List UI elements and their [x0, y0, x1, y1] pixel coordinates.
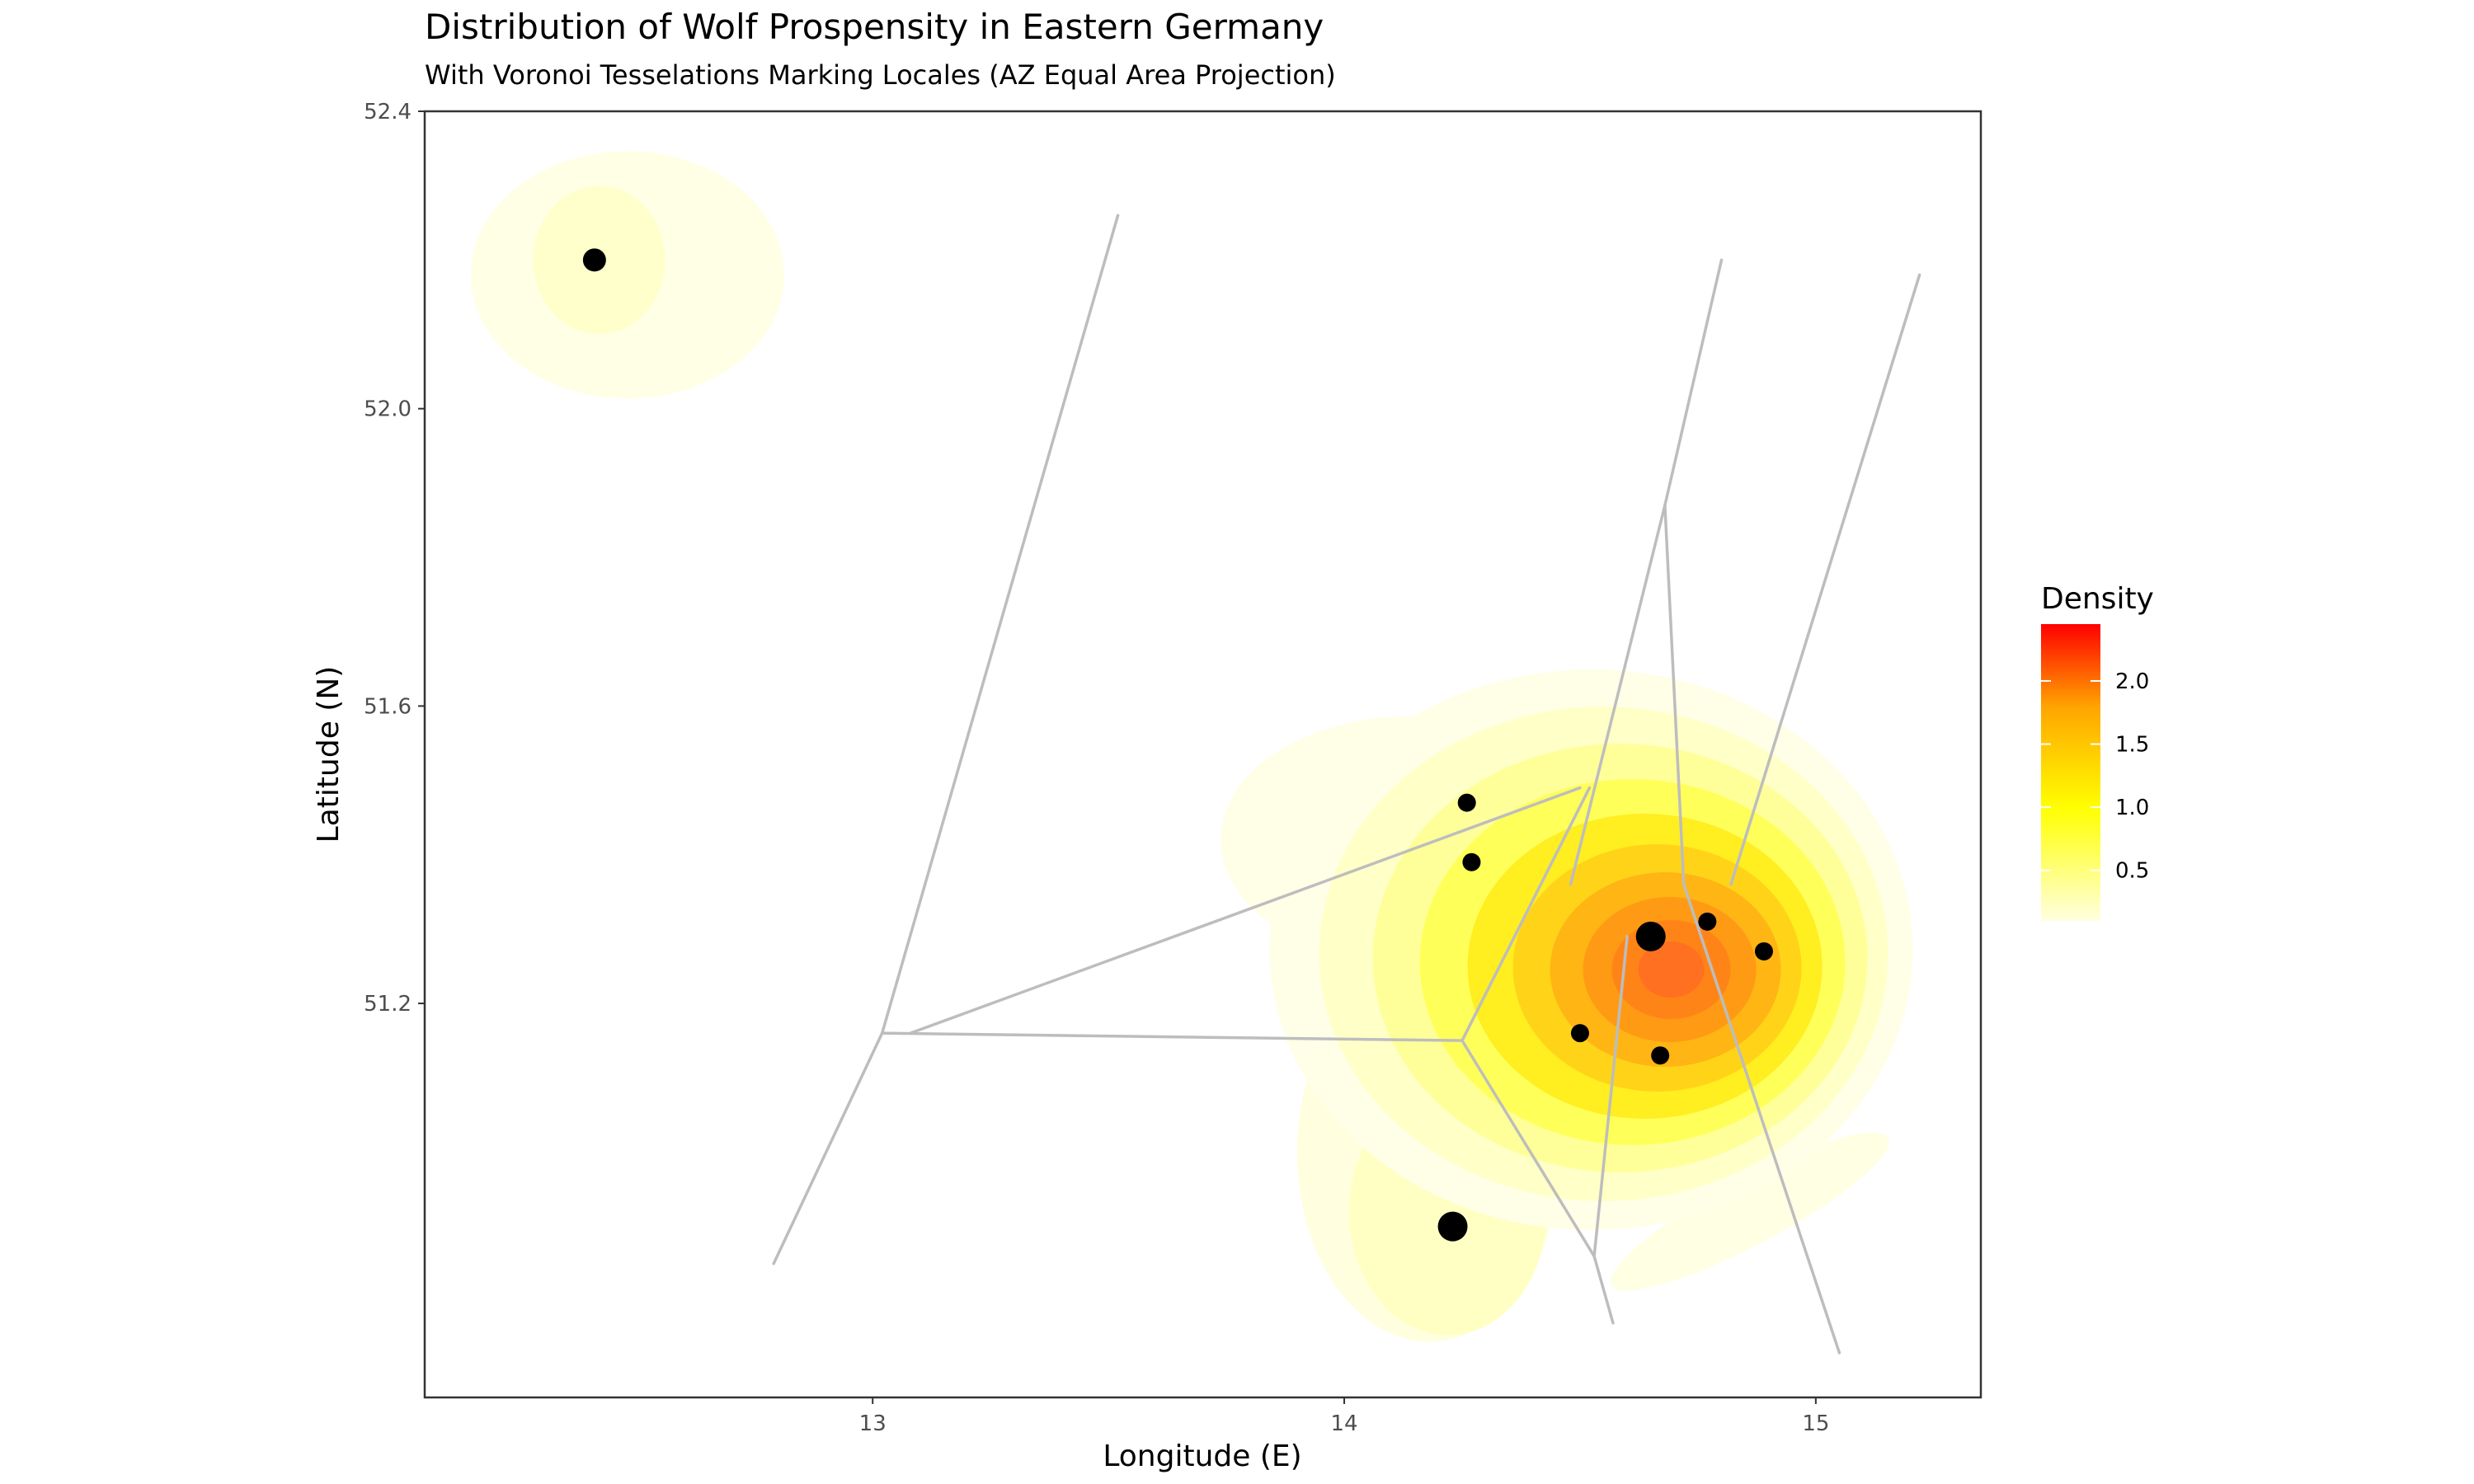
- x-tick-label: 13: [859, 1411, 887, 1436]
- voronoi-edge: [1682, 883, 1841, 1355]
- density-legend: Density 2.0 1.5 1.0 0.5: [2041, 582, 2154, 921]
- locale-point: [1754, 942, 1773, 960]
- y-axis: 51.2 51.6 52.0 52.4: [364, 100, 425, 1017]
- legend-tick-label: 1.0: [2115, 796, 2149, 820]
- legend-tick-label: 2.0: [2115, 669, 2149, 694]
- locale-point: [582, 248, 606, 272]
- voronoi-edge: [1460, 1039, 1596, 1258]
- y-tick-label: 51.6: [364, 694, 412, 719]
- legend-colorbar: [2041, 624, 2100, 921]
- chart-title: Distribution of Wolf Prospensity in East…: [425, 7, 1324, 47]
- voronoi-edge: [772, 1031, 884, 1266]
- voronoi-edge: [909, 786, 1582, 1035]
- voronoi-edge: [880, 1031, 1464, 1042]
- voronoi-tesselation: [772, 214, 1921, 1355]
- voronoi-edge: [1663, 504, 1686, 886]
- chart-subtitle: With Voronoi Tesselations Marking Locale…: [425, 59, 1336, 91]
- x-tick-label: 14: [1330, 1411, 1357, 1436]
- y-tick-label: 51.2: [364, 992, 412, 1017]
- plot-border: [423, 110, 1982, 1399]
- density-band: [1638, 941, 1705, 998]
- density-band: [1611, 1132, 1889, 1291]
- y-tick-label: 52.0: [364, 397, 412, 422]
- voronoi-edge: [1592, 1254, 1615, 1325]
- x-axis: 13 14 15: [859, 1397, 1829, 1436]
- voronoi-edge: [1569, 504, 1667, 886]
- legend-tick-label: 1.5: [2115, 733, 2149, 758]
- locale-point: [1462, 852, 1481, 871]
- locale-point: [1635, 921, 1666, 951]
- voronoi-edge: [1592, 935, 1629, 1258]
- y-axis-title: Latitude (N): [312, 666, 346, 843]
- locale-point: [1570, 1024, 1589, 1043]
- voronoi-edge: [880, 214, 1120, 1035]
- locale-point: [1437, 1211, 1468, 1242]
- locale-points: [582, 248, 1773, 1242]
- y-tick-label: 52.4: [364, 100, 412, 124]
- legend-title: Density: [2041, 582, 2154, 616]
- x-axis-title: Longitude (E): [1103, 1439, 1301, 1473]
- voronoi-edge: [1729, 273, 1921, 886]
- x-tick-label: 15: [1802, 1411, 1829, 1436]
- locale-point: [1651, 1046, 1670, 1065]
- locale-point: [1698, 912, 1717, 931]
- voronoi-edge: [1663, 258, 1724, 507]
- voronoi-edge: [1460, 786, 1592, 1042]
- locale-point: [1457, 793, 1476, 812]
- legend-tick-label: 0.5: [2115, 859, 2149, 884]
